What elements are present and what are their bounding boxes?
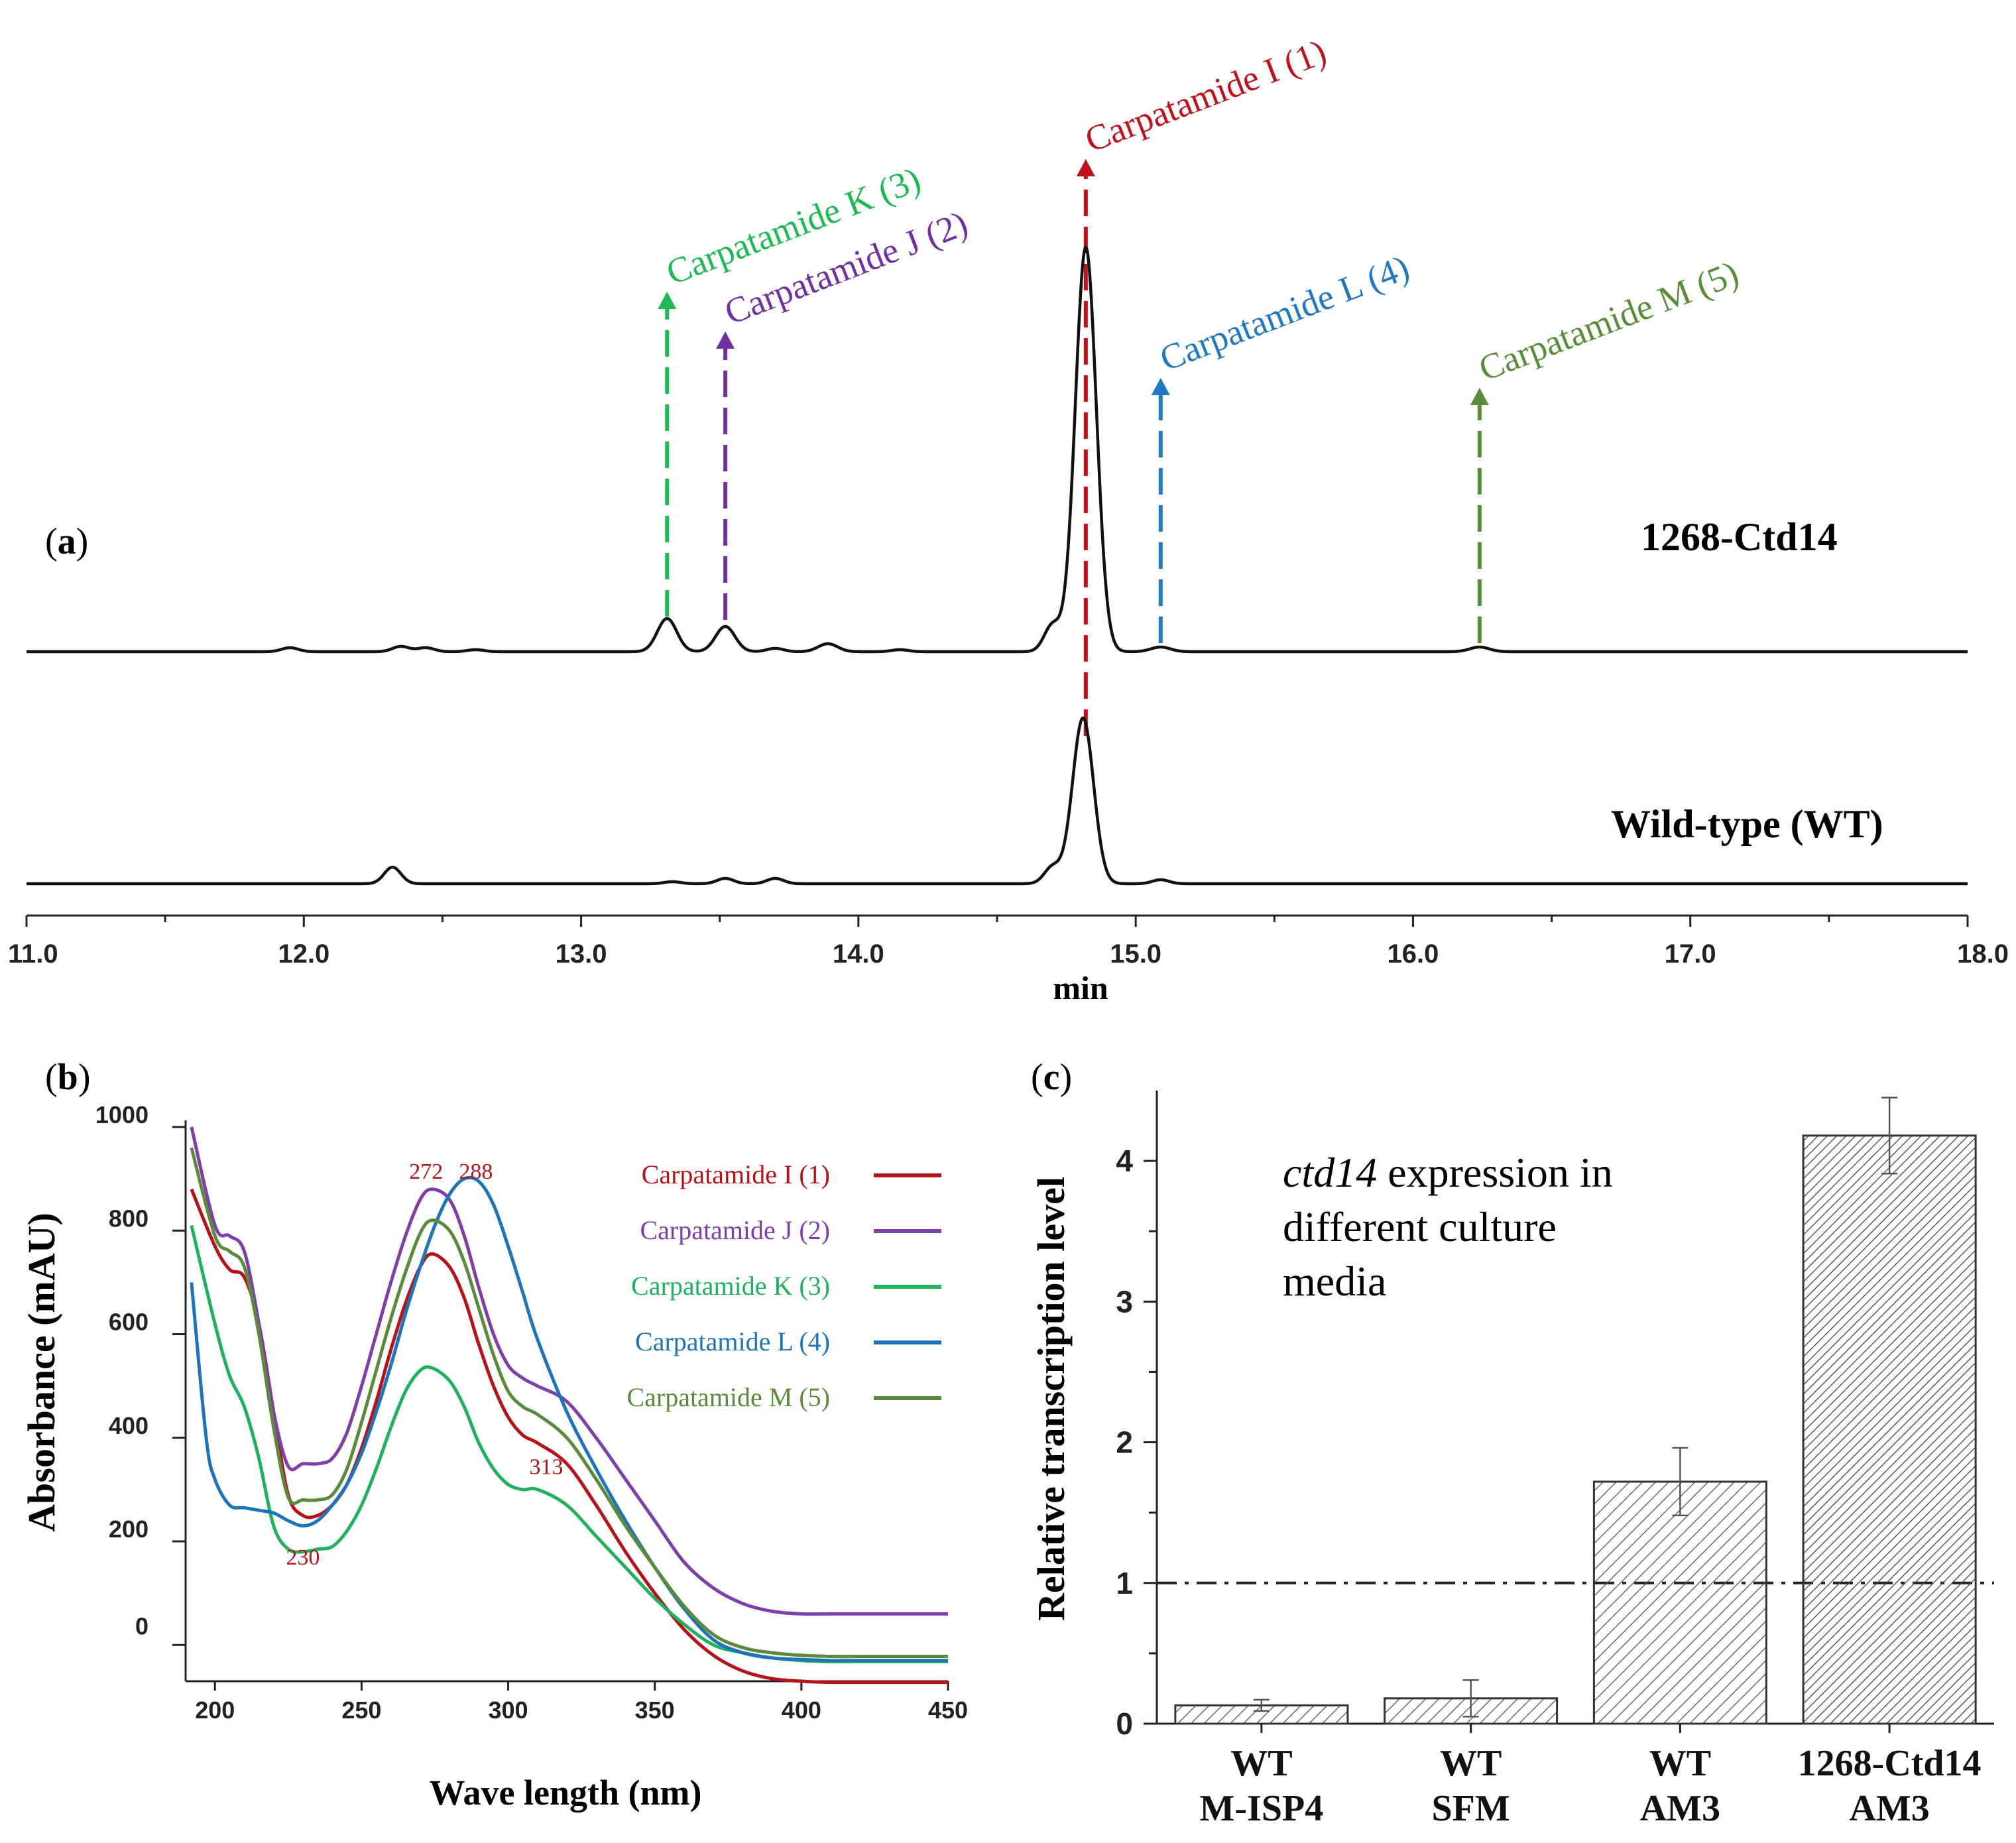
spectrum-line [190,1188,948,1685]
b-legend-label: Carpatamide K (3) [631,1271,830,1301]
b-peak-annotation: 313 [530,1455,563,1479]
c-annotation: ctd14 expression in different culture me… [1283,1149,1624,1305]
b-y-tick-label: 800 [109,1205,148,1232]
trace-line [27,716,1968,886]
b-x-axis-title: Wave length (nm) [430,1773,702,1813]
b-y-tick-label: 600 [109,1309,148,1336]
a-x-tick-label: 18.0 [1957,939,2009,969]
c-y-tick-label: 3 [1116,1284,1133,1319]
b-legend-label: Carpatamide I (1) [642,1159,830,1189]
a-x-tick-label: 17.0 [1665,939,1716,969]
a-x-tick-label: 12.0 [278,939,329,969]
a-chromatogram-traces [27,245,1968,886]
spectrum-line [190,1126,948,1616]
b-y-tick-label: 400 [109,1412,148,1439]
c-y-axis-title: Relative transcription level [1030,1177,1073,1621]
panel-b-label: (b) [45,1057,90,1098]
b-legend-label: Carpatamide J (2) [640,1215,830,1245]
b-x-tick-label: 300 [488,1696,528,1724]
a-peak-arrows: Carpatamide I (1)Carpatamide J (2)Carpat… [658,32,1744,736]
peak-arrow-head [658,292,677,309]
panel-a: (a) Carpatamide I (1)Carpatamide J (2)Ca… [8,32,2009,1006]
b-peak-annotation: 288 [459,1159,493,1184]
b-y-tick-label: 1000 [95,1101,148,1128]
c-bar [1592,1480,1767,1725]
b-annotations: 272 288 313 230 [286,1159,563,1570]
b-x-tick-label: 400 [782,1696,821,1724]
b-legend: Carpatamide I (1) Carpatamide J (2) Carpat… [626,1159,941,1412]
c-category-label: M-ISP4 [1200,1788,1324,1829]
spectrum-line [190,1175,948,1663]
b-peak-annotation: 230 [286,1545,320,1570]
trace-label-1268: 1268-Ctd14 [1641,515,1838,559]
panel-a-label: (a) [45,521,88,562]
b-y-tick-label: 0 [135,1612,148,1639]
c-y-tick-label: 0 [1116,1706,1133,1741]
trace-line [27,245,1968,654]
a-x-axis-title: min [1053,969,1108,1006]
a-x-tick-label: 15.0 [1110,939,1161,969]
peak-label: Carpatamide I (1) [1080,32,1332,160]
c-category-label: AM3 [1640,1788,1720,1829]
b-y-axis-title: Absorbance (mAU) [20,1213,63,1532]
c-category-label: 1268-Ctd14 [1798,1743,1982,1784]
b-legend-label: Carpatamide L (4) [635,1327,830,1356]
a-x-tick-label: 13.0 [556,939,607,969]
panel-c-label: (c) [1031,1057,1072,1098]
panel-c: (c) 01234WTM-ISP4WTSFMWTAM31268-Ctd14AM3… [1030,1057,1994,1829]
c-y-tick-label: 2 [1116,1425,1133,1460]
a-x-axis: 11.0 12.0 13.0 14.0 15.0 16.0 17.0 18.0 [8,914,2009,969]
c-category-label: SFM [1432,1788,1510,1829]
spectrum-line [190,1224,948,1663]
peak-arrow-head [1470,388,1489,405]
c-category-label: WT [1440,1743,1502,1784]
b-peak-annotation: 272 [409,1159,443,1184]
a-x-tick-label: 14.0 [833,939,884,969]
peak-arrow-head [716,331,735,349]
peak-label: Carpatamide M (5) [1474,253,1744,388]
b-legend-label: Carpatamide M (5) [626,1382,830,1412]
c-y-tick-label: 1 [1116,1566,1133,1600]
b-x-tick-label: 350 [635,1696,675,1724]
a-x-tick-label: 16.0 [1387,939,1439,969]
c-bar [1802,1134,1977,1725]
peak-label: Carpatamide L (4) [1155,247,1415,379]
c-category-label: AM3 [1849,1788,1929,1829]
peak-arrow-head [1151,378,1170,395]
c-category-label: WT [1230,1743,1292,1784]
c-category-label: WT [1649,1743,1711,1784]
a-x-tick-label: 11.0 [8,939,58,969]
trace-label-wt: Wild-type (WT) [1611,802,1883,846]
b-x-tick-label: 250 [341,1696,381,1724]
b-x-tick-label: 450 [928,1696,968,1724]
b-y-tick-label: 200 [109,1516,148,1543]
c-y-tick-label: 4 [1116,1144,1133,1178]
b-spectra [190,1126,948,1685]
b-x-tick-label: 200 [195,1696,235,1724]
peak-arrow-head [1076,159,1095,176]
spectrum-line [190,1147,948,1659]
